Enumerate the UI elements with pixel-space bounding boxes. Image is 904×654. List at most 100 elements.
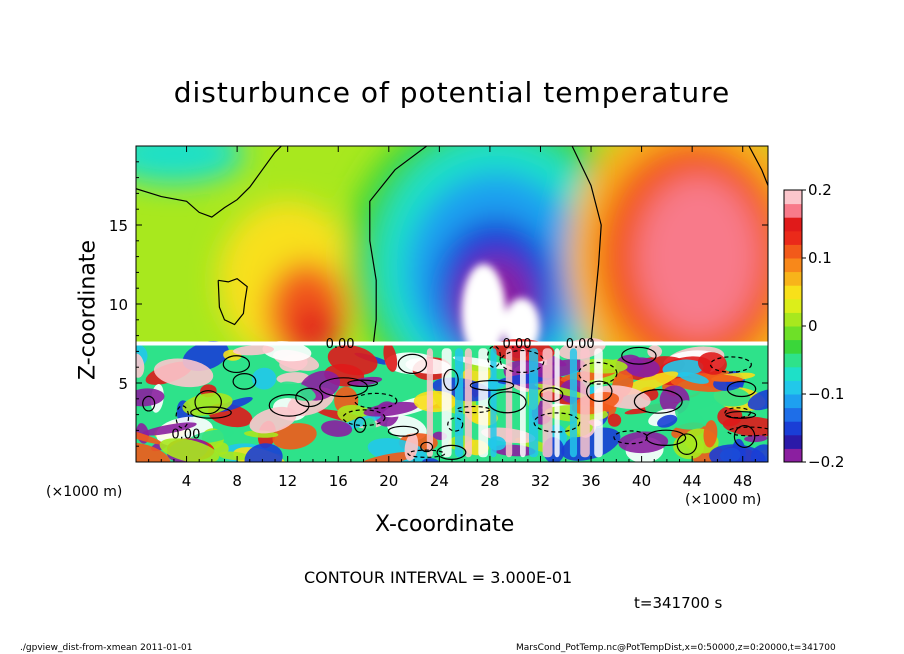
contour-label: 0.00 [503, 337, 532, 352]
contour-loop [295, 387, 324, 408]
x-tick-label: 4 [182, 472, 192, 490]
field-blob [383, 342, 398, 372]
field-blob [244, 443, 283, 462]
field-blob [722, 416, 768, 437]
field-blob [747, 389, 768, 411]
field-blob [278, 381, 316, 402]
colorbar-swatch [784, 258, 802, 273]
colorbar-tick-label: 0 [808, 317, 818, 335]
field-streak [594, 348, 603, 458]
x-axis-label: X-coordinate [375, 512, 515, 537]
field-blob [262, 341, 312, 362]
colorbar-swatch [784, 271, 802, 286]
contour-loop [621, 346, 657, 365]
field-blob [709, 444, 766, 462]
field-blob [153, 358, 214, 388]
y-tick-label: 5 [118, 375, 128, 393]
field-blob [249, 406, 297, 434]
field-blob [647, 345, 662, 358]
field-streak [529, 348, 539, 458]
field-blob [670, 377, 727, 392]
field-streak [569, 348, 578, 458]
x-tick-label: 12 [278, 472, 297, 490]
y-tick-label: 15 [109, 217, 128, 235]
field-blob [657, 414, 678, 428]
y-axis-label: Z-coordinate [75, 240, 101, 380]
colorbar-swatch [784, 312, 802, 327]
time-text: t=341700 s [634, 594, 723, 612]
contour-loop [268, 393, 310, 417]
field-blob [624, 357, 660, 378]
contour-loop [726, 380, 757, 398]
contour-loop [456, 405, 491, 414]
field-blob [276, 372, 310, 384]
y-tick-label: 10 [109, 296, 128, 314]
contour-loop [194, 390, 222, 415]
plot-area: 0.00 0.00 0.00 0.00 [136, 146, 768, 462]
contour-loop [436, 444, 467, 460]
field-blob [136, 428, 163, 445]
x-axis: 4 8 12 16 20 24 28 32 36 40 44 48 [148, 146, 756, 490]
contour-loop [469, 379, 515, 391]
field-blob [327, 345, 378, 376]
colorbar-swatch [784, 285, 802, 300]
field-blob [678, 371, 709, 384]
field-streak [490, 348, 497, 458]
x-tick-label: 28 [480, 472, 499, 490]
contour-loop [387, 425, 419, 437]
contour-line [369, 146, 428, 342]
contour-lines [136, 146, 768, 460]
contour-line [748, 146, 768, 186]
contour-loop [420, 441, 434, 453]
field-blob [252, 367, 277, 390]
colorbar-swatch [784, 298, 802, 313]
colorbar-swatch [784, 448, 802, 463]
field-lower-blobs [136, 338, 768, 462]
contour-loop [142, 395, 156, 412]
contour-loop [733, 424, 756, 449]
colorbar-tick-label: 0.1 [808, 249, 832, 267]
colorbar-swatch [784, 217, 802, 232]
x-tick-label: 40 [632, 472, 651, 490]
colorbar-swatch [784, 421, 802, 436]
field-blob [703, 420, 718, 448]
field-blob [214, 442, 229, 455]
contour-loop [724, 407, 751, 419]
contour-loop [353, 416, 367, 433]
contour-loop [727, 426, 768, 437]
x-unit-right: (×1000 m) [685, 492, 762, 508]
colorbar-swatch [784, 434, 802, 449]
field-streak [519, 348, 526, 458]
x-tick-label: 48 [733, 472, 752, 490]
colorbar-tick-label: −0.1 [808, 385, 844, 403]
field-blob [272, 423, 317, 450]
field-streak [426, 348, 433, 458]
contour-loop [342, 409, 386, 427]
field-blob [182, 392, 233, 416]
contour-loop [499, 349, 545, 373]
colorbar-tick-label: −0.2 [808, 453, 844, 471]
field-blob [218, 451, 250, 461]
field-blob [358, 451, 416, 462]
contour-line [217, 278, 248, 326]
contour-loop [613, 430, 649, 445]
x-tick-label: 36 [581, 472, 600, 490]
contour-loop [190, 406, 232, 419]
contour-loop [222, 355, 251, 374]
contour-loop [447, 417, 464, 432]
colorbar-swatch [784, 394, 802, 409]
colorbar-tick-label: 0.2 [808, 181, 832, 199]
colorbar-swatch [784, 407, 802, 422]
field-blob [607, 413, 622, 427]
contour-loop [443, 368, 459, 391]
contour-loop [319, 377, 369, 398]
contour-loop [533, 412, 581, 433]
field-blob [363, 401, 419, 417]
contour-label: 0.00 [326, 337, 355, 352]
field-blob [461, 263, 506, 360]
colorbar: 0.2 0.1 0 −0.1 −0.2 [783, 181, 844, 471]
colorbar-swatch [784, 203, 802, 218]
colorbar-swatch [784, 353, 802, 368]
contour-loop [586, 380, 613, 402]
x-tick-label: 20 [379, 472, 398, 490]
